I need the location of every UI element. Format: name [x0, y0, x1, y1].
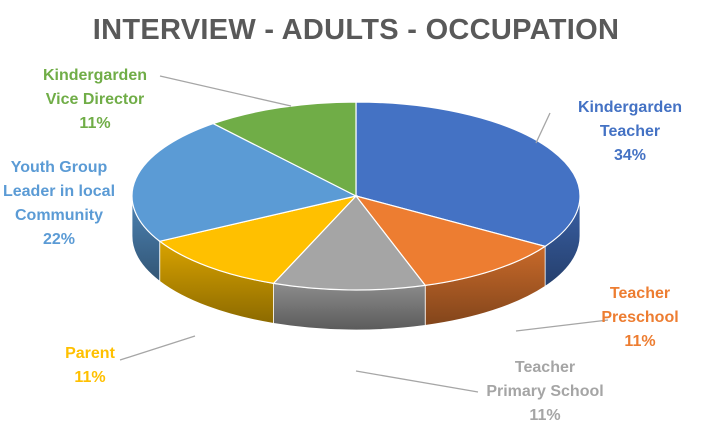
leader-line-2 — [355, 370, 479, 393]
data-label-4-line-1: Leader in local — [2, 183, 116, 200]
data-label-5-percent: 11% — [79, 115, 111, 132]
pie-top-faces — [131, 101, 581, 291]
data-label-4: Youth Group Leader in local Community 22% — [0, 156, 118, 252]
slice-3 — [158, 194, 358, 285]
slice-0 — [355, 101, 581, 248]
data-label-1-line-1: Preschool — [601, 309, 679, 326]
leader-lines — [119, 75, 609, 393]
pie-side-walls — [131, 195, 581, 331]
data-label-2-line-0: Teacher — [514, 359, 576, 376]
data-label-3-line-0: Parent — [65, 345, 115, 362]
slice-4 — [131, 122, 358, 242]
data-label-1-percent: 11% — [624, 333, 656, 350]
data-label-1-line-0: Teacher — [609, 285, 671, 302]
data-label-0-percent: 34% — [613, 147, 647, 164]
data-label-5: Kindergarden Vice Director 11% — [20, 64, 170, 136]
data-label-2: Teacher Primary School 11% — [460, 356, 630, 428]
data-label-2-line-1: Primary School — [486, 383, 604, 400]
chart-title: INTERVIEW - ADULTS - OCCUPATION — [92, 14, 620, 46]
slice-1 — [354, 194, 547, 287]
leader-line-0 — [535, 112, 551, 144]
leader-line-5 — [159, 75, 292, 107]
data-label-0-line-0: Kindergarden — [577, 99, 682, 116]
slice-5 — [211, 101, 357, 197]
data-label-4-line-0: Youth Group — [10, 159, 108, 176]
data-label-4-percent: 22% — [42, 231, 76, 248]
slice-2 — [272, 195, 427, 291]
data-label-3: Parent 11% — [40, 342, 140, 390]
data-label-5-line-1: Vice Director — [45, 91, 145, 108]
data-label-2-percent: 11% — [529, 407, 561, 424]
data-label-0: Kindergarden Teacher 34% — [555, 96, 705, 168]
data-label-4-line-2: Community — [15, 207, 103, 224]
data-label-1: Teacher Preschool 11% — [575, 282, 705, 354]
leader-line-1 — [515, 319, 609, 332]
data-label-5-line-0: Kindergarden — [42, 67, 147, 84]
data-label-0-line-1: Teacher — [599, 123, 661, 140]
data-label-3-percent: 11% — [74, 369, 106, 386]
leader-line-3 — [119, 335, 196, 361]
